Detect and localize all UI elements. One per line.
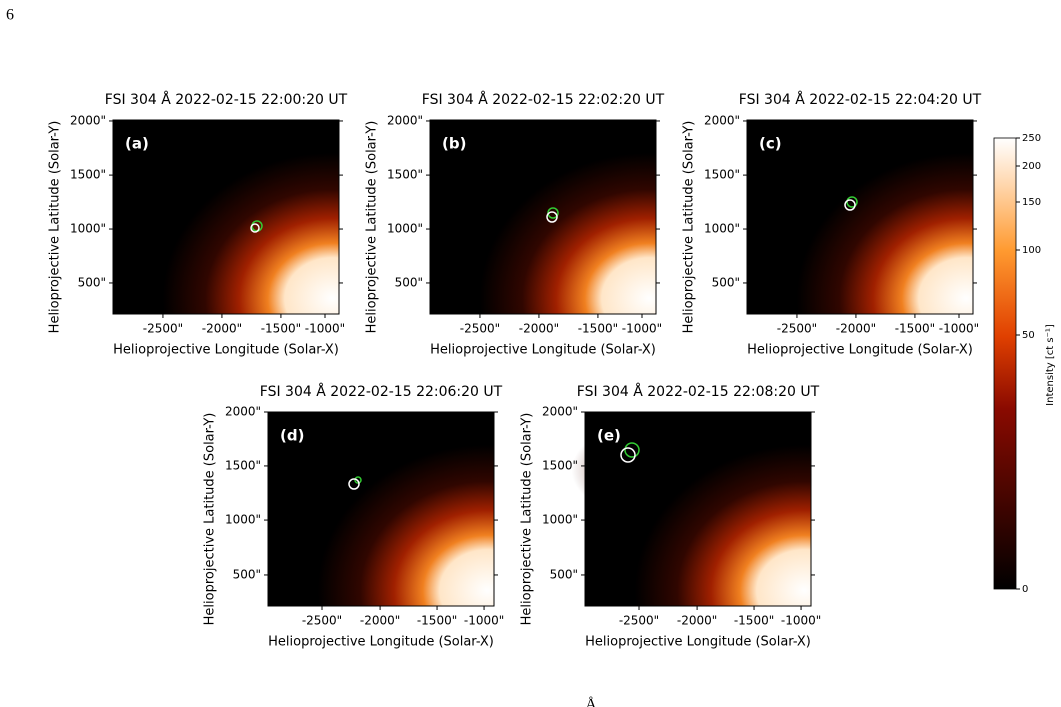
plot-frame xyxy=(746,119,974,315)
footer: Å xyxy=(585,696,597,707)
event-marker xyxy=(354,476,362,484)
panel-label: (e) xyxy=(597,427,621,445)
event-marker xyxy=(846,196,858,208)
x-tick-label: -1000" xyxy=(305,322,345,336)
plot-frame xyxy=(267,411,495,607)
y-tick-label: 1000" xyxy=(704,222,740,236)
y-tick-label: 500" xyxy=(233,567,261,581)
x-tick-label: -2500" xyxy=(619,614,659,628)
x-axis-label: Helioprojective Longitude (Solar-X) xyxy=(268,635,494,650)
y-tick-label: 500" xyxy=(712,275,740,289)
x-tick-label: -1000" xyxy=(781,614,821,628)
page-number: 6 xyxy=(6,7,14,24)
x-tick-label: -2500" xyxy=(777,322,817,336)
x-tick-label: -2500" xyxy=(460,322,500,336)
y-axis-label: Helioprojective Latitude (Solar-Y) xyxy=(520,413,535,626)
y-tick-label: 1000" xyxy=(70,222,106,236)
event-marker xyxy=(624,442,640,458)
panel-label: (b) xyxy=(442,135,466,153)
colorbar-tick-label: 100 xyxy=(1022,245,1041,256)
x-tick-label: -1500" xyxy=(578,322,618,336)
y-tick-label: 2000" xyxy=(225,405,261,419)
image-emission xyxy=(747,120,973,314)
x-tick-label: -1500" xyxy=(734,614,774,628)
y-tick-label: 1500" xyxy=(70,168,106,182)
y-axis-label: Helioprojective Latitude (Solar-Y) xyxy=(682,121,697,334)
x-tick-label: -2000" xyxy=(360,614,400,628)
y-tick-label: 1500" xyxy=(387,168,423,182)
y-tick-label: 500" xyxy=(78,275,106,289)
panel-label: (a) xyxy=(125,135,149,153)
y-tick-label: 1500" xyxy=(704,168,740,182)
x-axis-label: Helioprojective Longitude (Solar-X) xyxy=(430,343,656,358)
x-tick-label: -2000" xyxy=(836,322,876,336)
y-tick-label: 1000" xyxy=(542,513,578,527)
panel-title: FSI 304 Å 2022-02-15 22:04:20 UT xyxy=(739,91,982,108)
event-marker xyxy=(348,478,360,490)
x-tick-label: -2000" xyxy=(202,322,242,336)
x-tick-label: -1500" xyxy=(895,322,935,336)
panel-title: FSI 304 Å 2022-02-15 22:00:20 UT xyxy=(105,91,348,108)
y-tick-label: 2000" xyxy=(70,113,106,127)
event-marker xyxy=(620,447,636,463)
event-marker xyxy=(250,223,260,233)
plot-frame xyxy=(584,411,812,607)
colorbar xyxy=(993,137,1017,590)
colorbar-tick-label: 250 xyxy=(1022,133,1041,144)
x-tick-label: -2000" xyxy=(677,614,717,628)
image-emission xyxy=(113,120,339,314)
event-marker xyxy=(546,211,558,223)
colorbar-tick-label: 50 xyxy=(1022,330,1035,341)
y-tick-label: 500" xyxy=(550,567,578,581)
x-axis-label: Helioprojective Longitude (Solar-X) xyxy=(113,343,339,358)
x-tick-label: -2000" xyxy=(519,322,559,336)
x-tick-label: -1500" xyxy=(261,322,301,336)
y-tick-label: 1000" xyxy=(387,222,423,236)
x-tick-label: -1000" xyxy=(622,322,662,336)
y-tick-label: 500" xyxy=(395,275,423,289)
panel-label: (c) xyxy=(759,135,782,153)
panel-title: FSI 304 Å 2022-02-15 22:06:20 UT xyxy=(260,383,503,400)
image-emission xyxy=(585,412,811,606)
colorbar-tick-label: 200 xyxy=(1022,161,1041,172)
x-tick-label: -1000" xyxy=(939,322,979,336)
colorbar-tick-label: 0 xyxy=(1022,584,1028,595)
x-tick-label: -2500" xyxy=(302,614,342,628)
panel-label: (d) xyxy=(280,427,304,445)
plot-frame xyxy=(429,119,657,315)
x-tick-label: -2500" xyxy=(143,322,183,336)
y-tick-label: 1000" xyxy=(225,513,261,527)
y-axis-label: Helioprojective Latitude (Solar-Y) xyxy=(365,121,380,334)
event-marker xyxy=(844,199,856,211)
y-tick-label: 1500" xyxy=(542,458,578,472)
x-tick-label: -1000" xyxy=(464,614,504,628)
colorbar-tick-label: 150 xyxy=(1022,197,1041,208)
image-emission xyxy=(268,412,494,606)
y-axis-label: Helioprojective Latitude (Solar-Y) xyxy=(203,413,218,626)
y-tick-label: 1500" xyxy=(225,458,261,472)
y-tick-label: 2000" xyxy=(542,405,578,419)
y-tick-label: 2000" xyxy=(387,113,423,127)
colorbar-label: Intensity [ct s⁻¹] xyxy=(1045,324,1056,406)
plot-frame xyxy=(112,119,340,315)
panel-title: FSI 304 Å 2022-02-15 22:08:20 UT xyxy=(577,383,820,400)
image-emission xyxy=(430,120,656,314)
x-axis-label: Helioprojective Longitude (Solar-X) xyxy=(747,343,973,358)
x-axis-label: Helioprojective Longitude (Solar-X) xyxy=(585,635,811,650)
panel-title: FSI 304 Å 2022-02-15 22:02:20 UT xyxy=(422,91,665,108)
x-tick-label: -1500" xyxy=(417,614,457,628)
y-axis-label: Helioprojective Latitude (Solar-Y) xyxy=(48,121,63,334)
y-tick-label: 2000" xyxy=(704,113,740,127)
